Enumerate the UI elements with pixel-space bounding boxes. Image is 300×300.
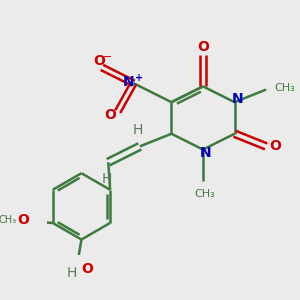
Text: O: O <box>104 108 116 122</box>
Text: H: H <box>101 172 112 186</box>
Text: CH₃: CH₃ <box>194 189 215 199</box>
Text: CH₃: CH₃ <box>0 215 16 225</box>
Text: O: O <box>17 213 29 227</box>
Text: O: O <box>270 140 282 153</box>
Text: +: + <box>135 73 143 82</box>
Text: N: N <box>123 75 135 89</box>
Text: H: H <box>133 123 143 137</box>
Text: N: N <box>200 146 211 160</box>
Text: H: H <box>67 266 77 280</box>
Text: O: O <box>93 54 105 68</box>
Text: O: O <box>197 40 209 54</box>
Text: CH₃: CH₃ <box>274 83 295 93</box>
Text: N: N <box>231 92 243 106</box>
Text: −: − <box>103 52 112 62</box>
Text: O: O <box>81 262 93 276</box>
